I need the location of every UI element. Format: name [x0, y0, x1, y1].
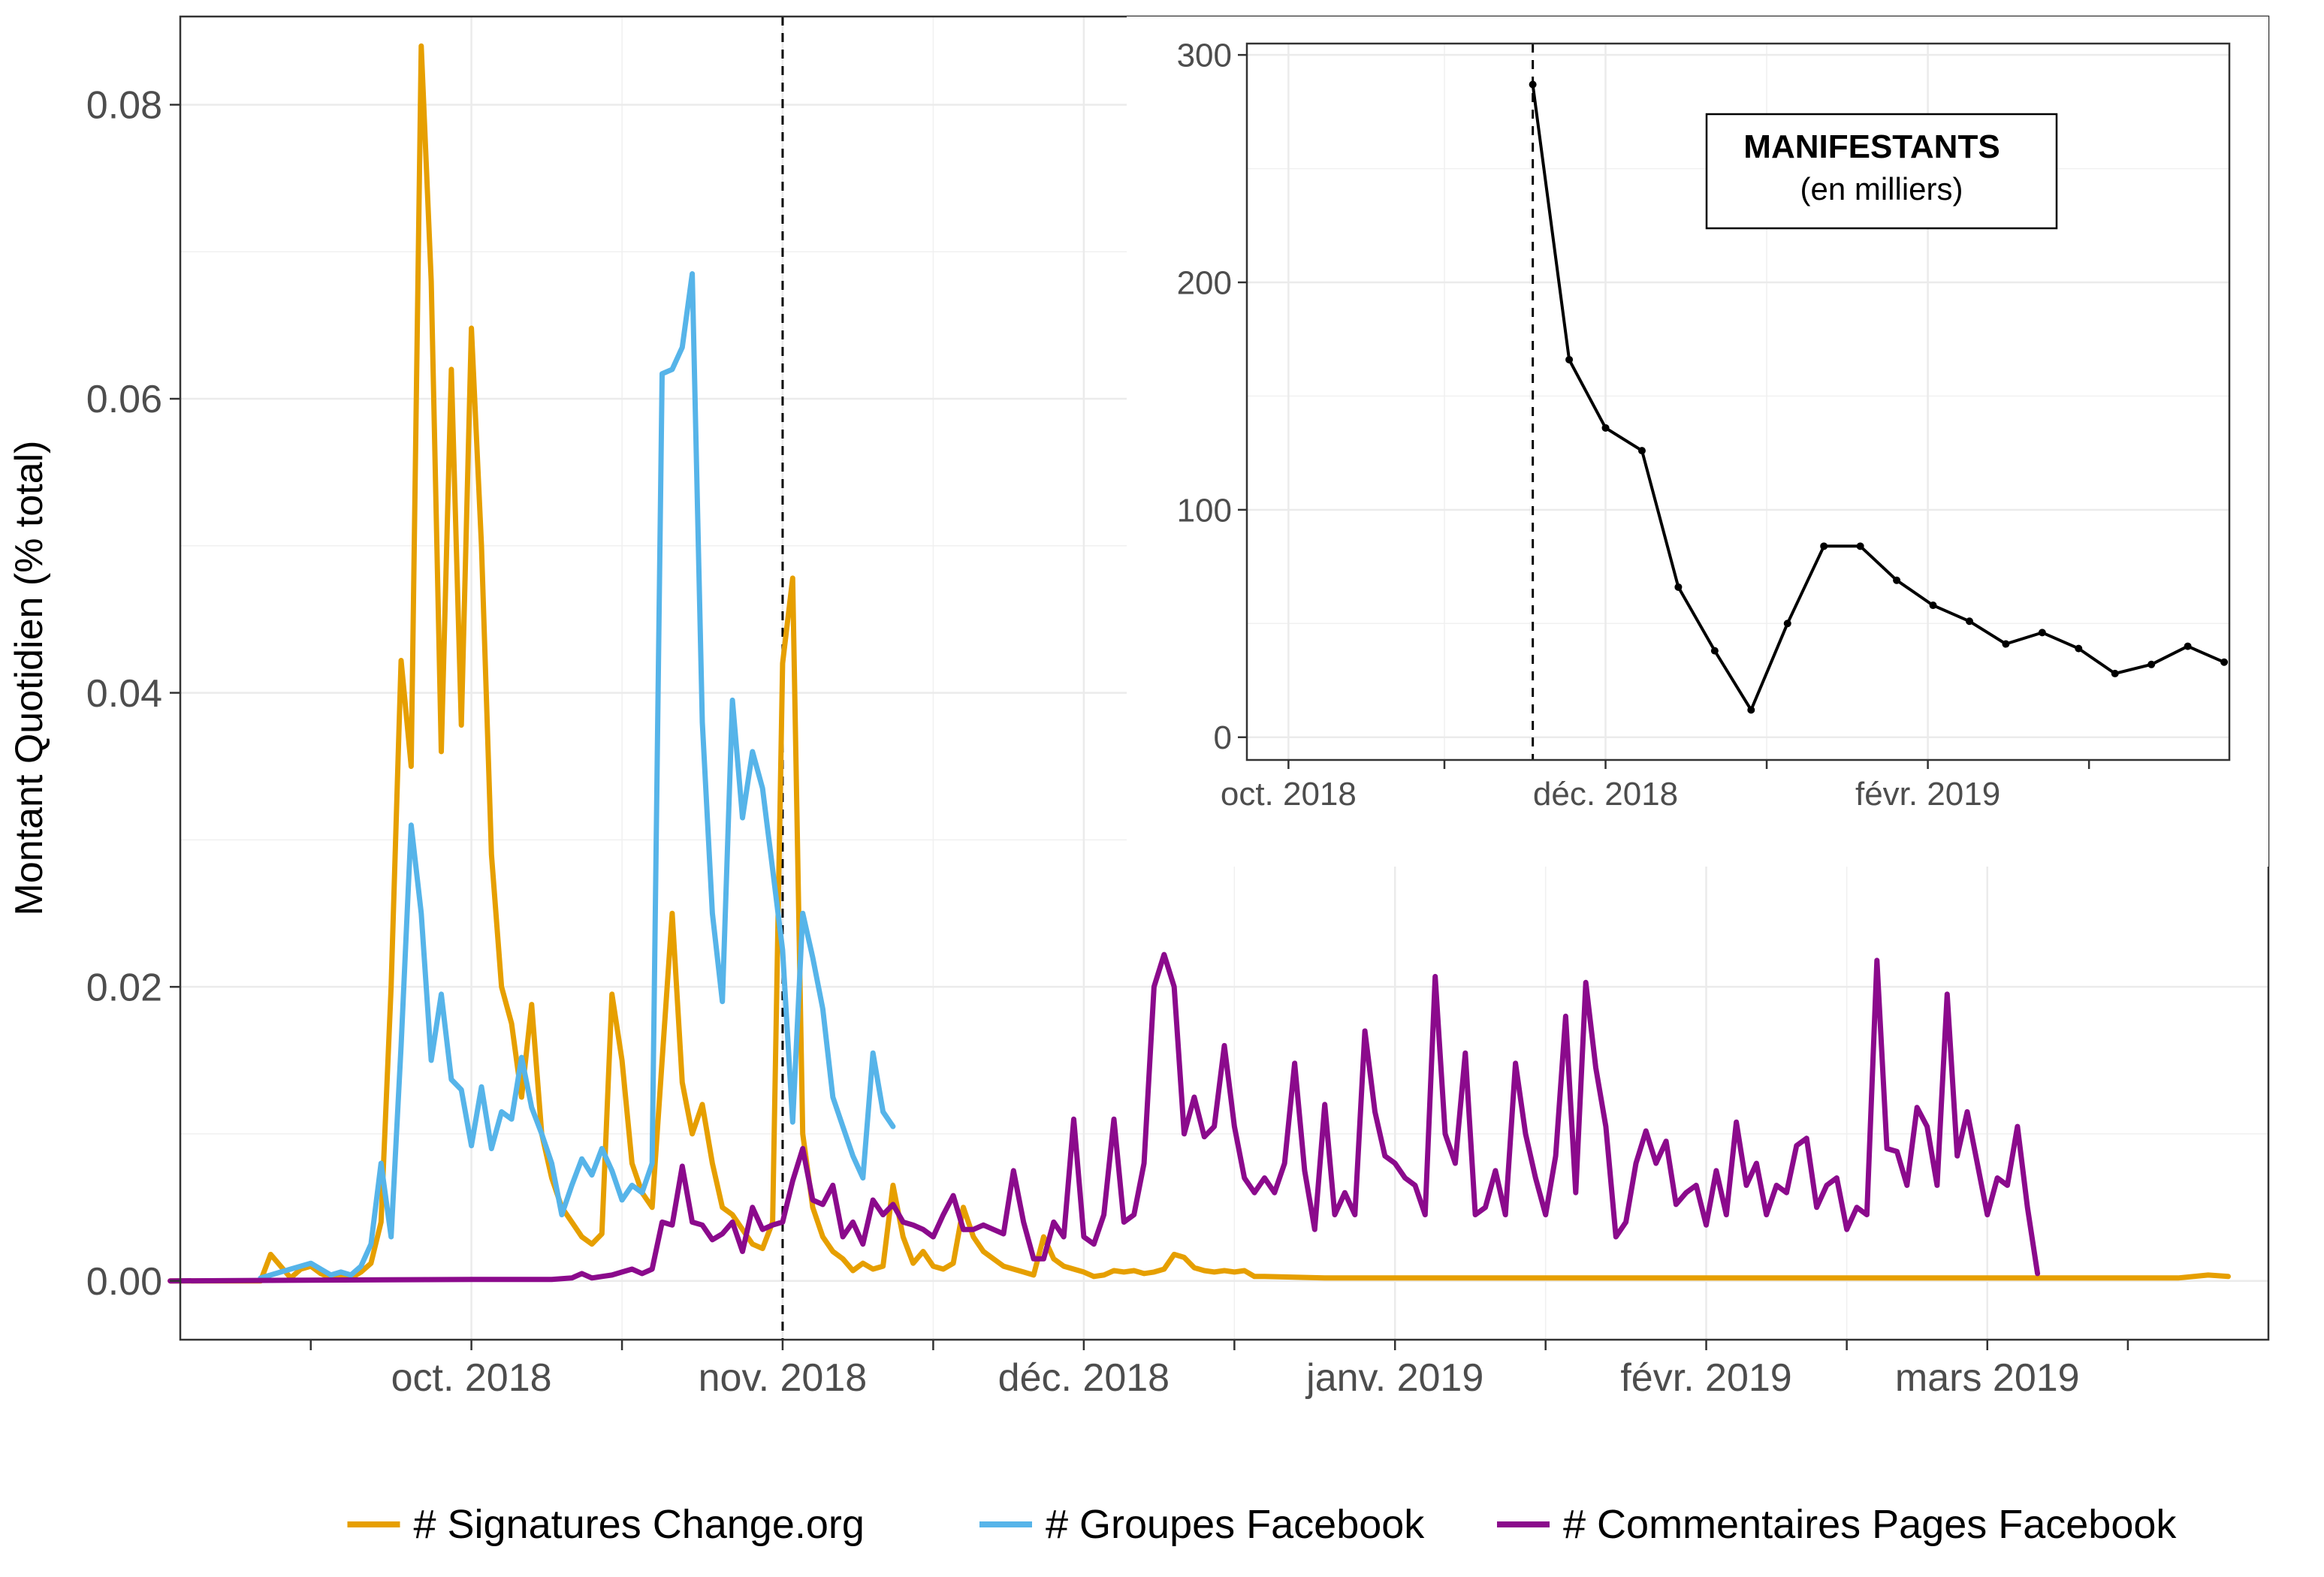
legend-label: # Groupes Facebook	[1046, 1502, 1425, 1547]
data-point	[1674, 583, 1683, 591]
inset-gridlines	[1247, 44, 2229, 760]
y-tick-label: 0.02	[86, 966, 162, 1009]
x-tick-label: oct. 2018	[1221, 776, 1357, 813]
y-tick-label: 300	[1177, 38, 1232, 74]
main-y-axis: 0.00 0.02 0.04 0.06 0.08	[86, 84, 180, 1304]
inset-annotation-box: MANIFESTANTS (en milliers)	[1705, 113, 2058, 230]
inset-subtitle: (en milliers)	[1800, 171, 1963, 207]
y-tick-label: 200	[1177, 264, 1232, 301]
x-tick-label: mars 2019	[1895, 1356, 2080, 1400]
data-point	[1747, 706, 1755, 714]
y-tick-label: 0	[1214, 719, 1232, 756]
inset-y-axis: 0 100 200 300	[1177, 38, 1247, 756]
x-tick-label: déc. 2018	[1533, 776, 1678, 813]
main-x-axis: oct. 2018 nov. 2018 déc. 2018 janv. 2019 fév…	[309, 1340, 2129, 1400]
inset-plot-border	[1245, 42, 2231, 761]
data-point	[1601, 424, 1610, 432]
main-series-lines	[168, 43, 2231, 1284]
data-point	[2220, 658, 2229, 666]
x-tick-label: nov. 2018	[699, 1356, 868, 1400]
data-point	[1783, 620, 1791, 628]
legend-item-2: # Commentaires Pages Facebook	[1497, 1502, 2177, 1547]
data-point	[1565, 355, 1574, 363]
x-tick-label: févr. 2019	[1855, 776, 2000, 813]
series-line-0	[168, 43, 2231, 1284]
main-y-axis-title: Montant Quotidien (% total)	[8, 441, 51, 916]
y-tick-label: 100	[1177, 492, 1232, 529]
inset-series-line	[1529, 80, 2229, 714]
y-tick-label: 0.08	[86, 84, 162, 128]
y-tick-label: 0.04	[86, 672, 162, 716]
data-point	[2111, 669, 2119, 677]
x-tick-label: oct. 2018	[391, 1356, 552, 1400]
x-tick-label: déc. 2018	[998, 1356, 1170, 1400]
series-line-0	[1531, 83, 2226, 712]
data-point	[1893, 576, 1901, 584]
legend-label: # Commentaires Pages Facebook	[1563, 1502, 2177, 1547]
annotation-box-frame	[1705, 113, 2058, 230]
data-point	[1710, 647, 1719, 655]
data-point	[1965, 617, 1973, 626]
legend-item-1: # Groupes Facebook	[979, 1502, 1425, 1547]
data-point	[2075, 644, 2083, 653]
inset-panel: oct. 2018 déc. 2018 févr. 2019 0100200300 …	[1127, 17, 2268, 867]
legend-item-0: # Signatures Change.org	[347, 1502, 865, 1547]
legend-label: # Signatures Change.org	[414, 1502, 865, 1547]
data-point	[1637, 447, 1646, 455]
series-line-1	[258, 271, 896, 1281]
series-line-2	[168, 951, 2041, 1284]
data-point	[2147, 660, 2156, 668]
data-point	[1856, 542, 1864, 550]
x-tick-label: janv. 2019	[1305, 1356, 1483, 1400]
data-point	[2184, 642, 2192, 650]
inset-title: MANIFESTANTS	[1743, 128, 2000, 165]
y-tick-label: 0.06	[86, 378, 162, 421]
data-point	[2002, 640, 2010, 648]
data-point	[1929, 602, 1937, 610]
data-point	[1820, 542, 1828, 550]
data-point	[2038, 629, 2046, 637]
data-point	[1529, 80, 1537, 89]
y-tick-label: 0.00	[86, 1260, 162, 1304]
inset-x-axis: oct. 2018 déc. 2018 févr. 2019	[1221, 760, 2090, 813]
legend: # Signatures Change.org # Groupes Faceboo…	[347, 1502, 2177, 1547]
x-tick-label: févr. 2019	[1620, 1356, 1791, 1400]
